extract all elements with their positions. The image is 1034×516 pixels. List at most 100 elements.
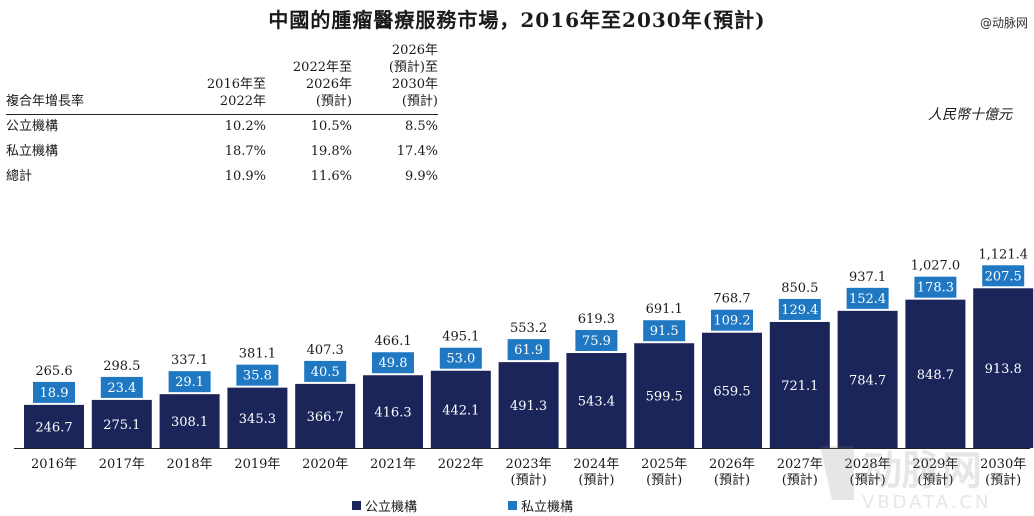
- bar-private: [304, 360, 347, 382]
- source-watermark: @动脉网: [979, 16, 1028, 30]
- bar-public-value-label: 721.1: [781, 379, 818, 394]
- cagr-cell: 9.9%: [404, 169, 438, 184]
- bar-total-label: 407.3: [307, 343, 344, 358]
- x-tick-label: 2021年: [370, 457, 416, 472]
- bar-private-value-label: 61.9: [514, 343, 543, 358]
- x-tick-label: (預計): [714, 472, 750, 488]
- watermark-brand: 动脉网: [862, 448, 982, 494]
- chart-legend: 公立機構 私立機構: [0, 496, 1034, 515]
- x-tick-label: 2027年: [777, 457, 823, 472]
- bar-public-value-label: 308.1: [171, 415, 208, 430]
- table-row: 公立機構 10.2% 10.5% 8.5%: [6, 115, 438, 141]
- bar-total-label: 937.1: [849, 270, 886, 285]
- x-tick-label: 2022年: [438, 457, 484, 472]
- cagr-col-header: 2022年至 2026年 (預計): [292, 60, 352, 109]
- x-tick-label: 2024年: [573, 457, 619, 472]
- bar-public-value-label: 442.1: [442, 403, 479, 418]
- x-tick-label: 2026年: [709, 457, 755, 472]
- bar-private: [575, 330, 618, 352]
- cagr-col-header: 2026年 (預計)至 2030年 (預計): [388, 43, 438, 109]
- bar-private: [439, 347, 482, 369]
- bar-public-value-label: 416.3: [374, 406, 411, 421]
- bar-public-value-label: 491.3: [510, 399, 547, 414]
- bar-private-value-label: 23.4: [107, 381, 136, 396]
- bar-total-label: 850.5: [781, 281, 818, 296]
- bar-public-value-label: 543.4: [578, 395, 615, 410]
- bar-private-value-label: 40.5: [311, 365, 340, 380]
- bar-private: [168, 371, 211, 393]
- bar-private-value-label: 35.8: [243, 369, 272, 384]
- x-tick-label: (預計): [850, 472, 886, 488]
- bar-private-value-label: 49.8: [379, 356, 408, 371]
- cagr-row-label: 總計: [6, 169, 33, 184]
- cagr-col-header: 2016年至 2022年: [206, 77, 266, 109]
- bar-public: [430, 370, 491, 448]
- legend-swatch-public: [352, 501, 361, 510]
- bar-public-value-label: 659.5: [713, 384, 750, 399]
- x-tick-label: (預計): [985, 472, 1021, 488]
- x-tick-label: 2016年: [31, 457, 77, 472]
- bar-private: [100, 376, 143, 398]
- bar-public-value-label: 246.7: [35, 420, 72, 435]
- x-tick-label: 2018年: [167, 457, 213, 472]
- bar-private: [846, 287, 889, 309]
- x-tick-label: (預計): [782, 472, 818, 488]
- bar-public-value-label: 345.3: [239, 412, 276, 427]
- bar-private-value-label: 152.4: [849, 292, 886, 307]
- bar-total-label: 298.5: [103, 359, 140, 374]
- legend-label-public: 公立機構: [365, 500, 418, 515]
- legend-item-public: 公立機構: [352, 496, 417, 515]
- x-tick-label: (預計): [578, 472, 614, 488]
- bar-public-value-label: 275.1: [103, 418, 140, 433]
- x-tick-label: 2019年: [234, 457, 280, 472]
- bar-private-value-label: 75.9: [582, 334, 611, 349]
- bar-total-label: 381.1: [239, 347, 276, 362]
- bar-total-label: 691.1: [646, 302, 683, 317]
- bar-public: [837, 310, 898, 448]
- bar-public-value-label: 784.7: [849, 373, 886, 388]
- bar-public: [905, 299, 966, 448]
- bar-private-value-label: 207.5: [985, 269, 1022, 284]
- bar-public: [91, 399, 152, 448]
- x-tick-label: 2029年: [912, 457, 958, 472]
- x-tick-label: 2025年: [641, 457, 687, 472]
- bar-total-label: 265.6: [35, 364, 72, 379]
- bar-total-label: 768.7: [713, 292, 750, 307]
- vbdata-watermark-logo: 动脉网 VBDATA.CN: [820, 446, 988, 512]
- bar-public: [973, 288, 1034, 448]
- bar-private-value-label: 178.3: [917, 281, 954, 296]
- bar-public: [769, 321, 830, 448]
- bar-private: [507, 339, 550, 361]
- bar-public-value-label: 599.5: [646, 390, 683, 405]
- cagr-row-header: 複合年增長率: [6, 94, 85, 109]
- legend-label-private: 私立機構: [521, 500, 574, 515]
- bar-private-value-label: 29.1: [175, 375, 204, 390]
- bar-private: [914, 276, 957, 298]
- bar-public-value-label: 848.7: [917, 368, 954, 383]
- cagr-cell: 11.6%: [310, 169, 352, 184]
- stacked-bar-chart: 246.7 18.9 265.6 2016年 275.1 23.4 298.5 2017年 30…: [14, 247, 1034, 488]
- cagr-cell: 18.7%: [224, 144, 266, 159]
- legend-item-private: 私立機構: [508, 496, 573, 515]
- bar-private-value-label: 91.5: [650, 324, 679, 339]
- bar-total-label: 1,121.4: [978, 247, 1028, 262]
- bar-private-value-label: 18.9: [40, 386, 69, 401]
- x-tick-label: (預計): [917, 472, 953, 488]
- legend-swatch-private: [508, 501, 517, 510]
- x-tick-label: 2028年: [845, 457, 891, 472]
- cagr-cell: 10.2%: [224, 119, 266, 134]
- bar-public: [24, 404, 84, 448]
- table-row: 私立機構 18.7% 19.8% 17.4%: [6, 140, 438, 165]
- cagr-row-label: 私立機構: [6, 144, 59, 159]
- cagr-cell: 10.5%: [310, 119, 352, 134]
- cagr-cell: 8.5%: [404, 119, 438, 134]
- bar-private: [372, 352, 414, 374]
- table-row: 總計 10.9% 11.6% 9.9%: [6, 165, 438, 190]
- cagr-header-row: 複合年增長率 2016年至 2022年 2022年至 2026年 (預計) 20…: [6, 42, 438, 115]
- x-tick-label: (預計): [646, 472, 682, 488]
- x-tick-label: (預計): [511, 472, 547, 488]
- bar-public-value-label: 913.8: [985, 362, 1022, 377]
- x-tick-label: 2017年: [99, 457, 145, 472]
- cagr-row-label: 公立機構: [6, 119, 59, 134]
- x-tick-label: 2030年: [980, 457, 1026, 472]
